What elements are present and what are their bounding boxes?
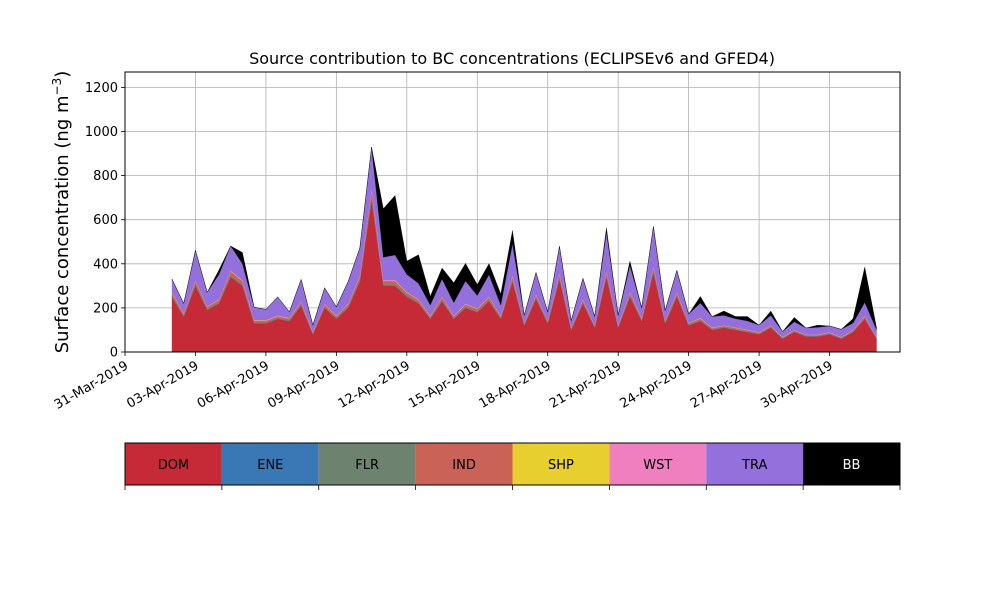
legend-label-tra: TRA xyxy=(741,458,767,473)
y-tick-label: 800 xyxy=(93,169,118,184)
y-axis-label-superscript: −3 xyxy=(50,78,64,96)
y-tick-label: 0 xyxy=(110,346,118,361)
legend-label-dom: DOM xyxy=(158,458,189,473)
legend-swatch-tra xyxy=(706,443,804,485)
legend-label-flr: FLR xyxy=(355,458,379,473)
legend-label-wst: WST xyxy=(643,458,672,473)
x-tick-label: 30-Apr-2019 xyxy=(758,358,835,411)
legend-swatch-shp xyxy=(512,443,610,485)
x-tick-label: 09-Apr-2019 xyxy=(265,358,342,411)
legend-colorbar: DOM ENE FLR IND SHP WST TRA BB xyxy=(124,442,901,490)
legend-swatch-ene xyxy=(221,443,319,485)
legend-label-shp: SHP xyxy=(548,458,574,473)
y-tick-label: 400 xyxy=(93,257,118,272)
y-axis-label: Surface concentration (ng m−3) xyxy=(50,71,73,354)
axes xyxy=(124,71,901,353)
y-axis-label-text: Surface concentration (ng m xyxy=(52,95,73,353)
grid xyxy=(124,72,900,353)
stacked-areas xyxy=(171,147,877,353)
area-dom xyxy=(171,199,877,353)
legend-label-ind: IND xyxy=(452,458,476,473)
legend-label-ene: ENE xyxy=(257,458,283,473)
x-tick-label: 18-Apr-2019 xyxy=(477,358,554,411)
area-bb xyxy=(171,147,877,332)
y-tick-label: 200 xyxy=(93,301,118,316)
chart-title: Source contribution to BC concentrations… xyxy=(249,49,775,68)
x-tick-label: 15-Apr-2019 xyxy=(406,358,483,411)
x-tick-label: 24-Apr-2019 xyxy=(618,358,695,411)
y-tick-label: 600 xyxy=(93,213,118,228)
x-tick-label: 31-Mar-2019 xyxy=(52,358,131,412)
y-tick-label: 1200 xyxy=(85,81,118,96)
x-tick-label: 27-Apr-2019 xyxy=(688,358,765,411)
legend-label-bb: BB xyxy=(843,458,861,473)
legend-swatch-ind xyxy=(415,443,513,485)
x-axis-ticks: 31-Mar-201903-Apr-201906-Apr-201909-Apr-… xyxy=(52,352,836,413)
y-axis-ticks: 0 200 400 600 800 1000 1200 xyxy=(85,81,125,361)
x-tick-label: 12-Apr-2019 xyxy=(336,358,413,411)
x-tick-label: 06-Apr-2019 xyxy=(195,358,272,411)
x-tick-label: 21-Apr-2019 xyxy=(547,358,624,411)
x-tick-label: 03-Apr-2019 xyxy=(124,358,201,411)
plot-frame xyxy=(124,71,901,353)
y-axis-label-close: ) xyxy=(52,71,73,78)
y-tick-label: 1000 xyxy=(85,125,118,140)
legend-swatch-bb xyxy=(803,443,900,485)
legend-swatch-flr xyxy=(318,443,416,485)
legend-swatch-wst xyxy=(609,443,707,485)
legend-swatch-dom xyxy=(125,443,222,485)
